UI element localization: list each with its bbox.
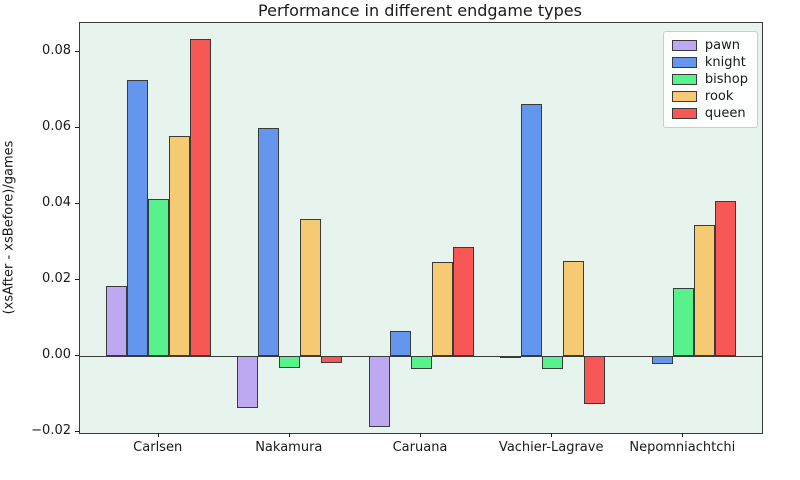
legend-patch-rook — [671, 91, 697, 102]
bar-knight-vachier-lagrave — [520, 104, 542, 357]
legend-patch-knight — [671, 57, 697, 68]
legend-label: queen — [704, 105, 746, 121]
bar-rook-nepomniachtchi — [693, 225, 715, 357]
bar-queen-nepomniachtchi — [714, 201, 736, 357]
bar-queen-carlsen — [190, 39, 212, 357]
y-tick-mark — [75, 203, 79, 205]
legend-label: knight — [704, 54, 746, 70]
y-tick-label: 0.06 — [42, 119, 71, 135]
bar-bishop-nakamura — [279, 356, 301, 369]
bar-rook-carlsen — [169, 135, 191, 357]
bar-bishop-caruana — [410, 356, 432, 370]
y-tick-mark — [75, 279, 79, 281]
x-tick-mark — [682, 433, 684, 437]
legend-patch-pawn — [671, 40, 697, 51]
legend-patch-bishop — [671, 74, 697, 85]
y-tick-label: 0.04 — [42, 195, 71, 211]
chart-title: Performance in different endgame types — [258, 1, 582, 20]
x-tick-label: Vachier-Lagrave — [498, 440, 604, 455]
bar-knight-nakamura — [258, 127, 280, 357]
x-tick-mark — [420, 433, 421, 437]
legend-label: pawn — [704, 37, 740, 53]
bar-bishop-vachier-lagrave — [541, 356, 563, 370]
bar-rook-vachier-lagrave — [562, 260, 584, 357]
y-tick-label: 0.08 — [42, 43, 71, 59]
legend-entry-queen: queen — [671, 105, 748, 122]
y-tick-mark — [75, 127, 79, 129]
legend-label: bishop — [704, 71, 748, 87]
y-tick-mark — [75, 355, 79, 357]
x-tick-label: Caruana — [392, 440, 448, 455]
bar-queen-vachier-lagrave — [583, 356, 605, 404]
bar-bishop-carlsen — [148, 199, 170, 357]
legend-entry-rook: rook — [671, 88, 748, 105]
legend-entry-pawn: pawn — [671, 37, 748, 54]
legend: pawn knight bishop rook queen — [662, 31, 758, 128]
y-tick-label: 0.02 — [42, 271, 71, 287]
bar-pawn-vachier-lagrave — [499, 356, 521, 359]
bar-pawn-carlsen — [106, 285, 128, 357]
y-tick-mark — [75, 51, 79, 53]
legend-entry-bishop: bishop — [671, 71, 748, 88]
x-tick-label: Nepomniachtchi — [629, 440, 736, 455]
x-tick-mark — [551, 433, 553, 437]
y-tick-label: −0.02 — [31, 423, 71, 439]
legend-entry-knight: knight — [671, 54, 748, 71]
y-tick-mark — [75, 431, 79, 433]
bar-knight-caruana — [389, 331, 411, 357]
bar-knight-carlsen — [127, 80, 149, 357]
bar-pawn-caruana — [368, 356, 390, 428]
bar-queen-caruana — [452, 246, 474, 357]
legend-patch-queen — [671, 108, 697, 119]
plot-area — [79, 22, 763, 434]
legend-label: rook — [704, 88, 734, 104]
y-tick-label: 0.00 — [42, 347, 71, 363]
y-axis-label: (xsAfter - xsBefore)/games — [1, 140, 17, 315]
bar-knight-nepomniachtchi — [651, 356, 673, 365]
bar-bishop-nepomniachtchi — [672, 287, 694, 357]
bar-queen-nakamura — [321, 356, 343, 363]
bar-rook-nakamura — [300, 218, 322, 357]
x-tick-label: Nakamura — [255, 440, 323, 455]
x-tick-mark — [288, 433, 290, 437]
bar-pawn-nakamura — [237, 356, 259, 408]
x-tick-mark — [157, 433, 159, 437]
x-tick-label: Carlsen — [133, 440, 183, 455]
bar-rook-caruana — [431, 262, 453, 357]
